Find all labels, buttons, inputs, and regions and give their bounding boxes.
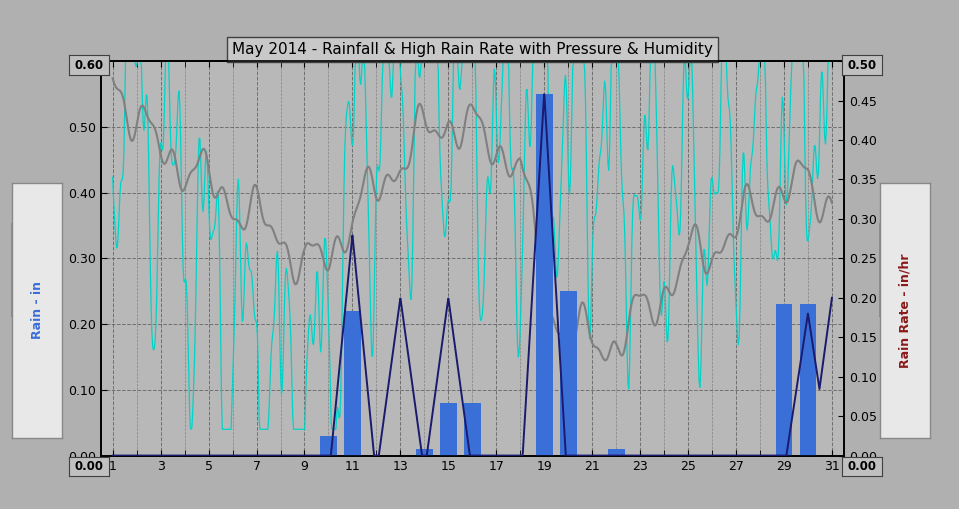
Bar [608,449,624,456]
Bar [464,403,480,456]
Text: 0.50: 0.50 [848,59,877,72]
Bar [344,311,361,456]
Bar [536,94,552,456]
Bar [416,449,433,456]
Text: Rain - in: Rain - in [31,281,44,340]
Bar [320,436,337,456]
Bar [440,403,456,456]
Bar [776,304,792,456]
Title: May 2014 - Rainfall & High Rain Rate with Pressure & Humidity: May 2014 - Rainfall & High Rain Rate wit… [232,42,713,57]
Bar [800,304,816,456]
Bar [560,291,576,456]
Text: Rain Rate - in/hr: Rain Rate - in/hr [899,253,912,367]
Text: 0.60: 0.60 [75,59,104,72]
Text: 0.00: 0.00 [75,460,104,473]
FancyBboxPatch shape [22,242,53,297]
Text: 0.00: 0.00 [848,460,877,473]
